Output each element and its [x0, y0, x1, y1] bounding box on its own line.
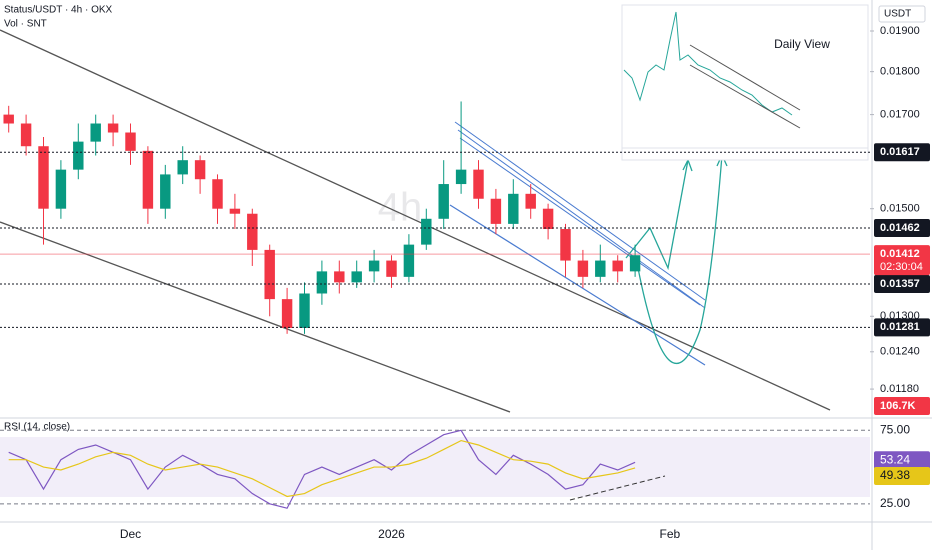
candle-body	[334, 271, 345, 283]
level-label: 0.01281	[880, 321, 920, 333]
last-price-badge	[874, 245, 930, 276]
candle-body	[508, 193, 519, 224]
candle-body	[247, 213, 258, 250]
y-tick-label: 0.01500	[880, 203, 920, 215]
volume-title: Vol · SNT	[4, 19, 47, 30]
x-tick-label: Feb	[660, 527, 681, 541]
candle-body	[177, 160, 188, 175]
inset-frame	[621, 4, 869, 161]
candle-body	[368, 260, 380, 272]
y-tick-label: 75.00	[880, 422, 910, 436]
countdown: 02:30:04	[880, 261, 923, 273]
value-label: 53.24	[880, 452, 910, 466]
candle-body	[73, 141, 84, 170]
last-price-label: 0.01412	[880, 248, 920, 260]
y-tick-label: 0.01700	[880, 109, 920, 121]
candle-body	[595, 260, 606, 277]
level-label: 0.01462	[880, 222, 920, 234]
candle-body	[351, 271, 362, 283]
candle-body	[629, 255, 641, 272]
rsi-trendline	[569, 475, 666, 501]
y-tick-label: 25.00	[880, 496, 910, 510]
rsi-line	[8, 439, 636, 498]
value-badge	[874, 466, 930, 485]
inset-title: Daily View	[774, 37, 830, 51]
candle-body	[438, 184, 449, 219]
level-badge	[874, 318, 930, 337]
candle-body	[525, 193, 536, 209]
blue-channel	[454, 121, 706, 301]
inset-price	[623, 11, 793, 116]
y-tick-label: 0.01180	[880, 383, 919, 395]
candle-body	[55, 169, 67, 209]
candle-body	[20, 123, 32, 147]
candle-body	[107, 123, 119, 133]
candle-body	[194, 160, 206, 180]
inset-channel	[689, 44, 801, 111]
candle-body	[403, 244, 415, 277]
candle-body	[38, 146, 49, 209]
value-label: 49.38	[880, 468, 910, 482]
candle-body	[160, 174, 171, 209]
candle-body	[421, 218, 432, 245]
x-tick-label: Dec	[120, 527, 141, 541]
candle-body	[386, 260, 397, 277]
level-badge	[874, 275, 930, 294]
blue-channel	[459, 137, 701, 306]
rsi-band	[0, 437, 870, 497]
level-label: 0.01357	[880, 278, 920, 290]
candle-body	[473, 169, 484, 199]
candle-body	[229, 208, 241, 214]
currency: USDT	[884, 9, 911, 20]
y-tick-label: 0.01800	[880, 66, 920, 78]
candle-body	[142, 150, 154, 209]
level-badge	[874, 218, 930, 237]
candle-body	[212, 179, 223, 209]
level-badge	[874, 143, 930, 162]
candle-body	[577, 260, 589, 277]
candle-body	[316, 271, 328, 294]
projection-arrow	[637, 154, 723, 364]
currency-box	[878, 5, 926, 23]
candle-body	[542, 208, 554, 230]
watermark: 4h	[378, 186, 423, 230]
y-tick-label: 0.01900	[880, 25, 920, 37]
candle-body	[560, 229, 571, 261]
blue-channel	[457, 129, 706, 309]
candle-body	[264, 249, 275, 300]
level-label: 0.01617	[880, 146, 920, 158]
drawings	[0, 29, 831, 501]
chart-title: Status/USDT · 4h · OKX	[4, 5, 113, 16]
candle-body	[90, 123, 101, 142]
candle-body	[3, 114, 14, 124]
candle-body	[490, 198, 502, 224]
projection-arrow	[625, 159, 689, 271]
value-badge	[874, 451, 930, 470]
y-tick-label: 0.01240	[880, 346, 920, 358]
volume-label: 106.7K	[880, 400, 916, 412]
candle-body	[612, 260, 623, 272]
candle-body	[125, 132, 136, 151]
candle-body	[299, 293, 310, 328]
inset: Daily View	[621, 4, 869, 161]
candle-body	[281, 299, 293, 328]
x-tick-label: 2026	[378, 527, 405, 541]
rsi-title: RSI (14, close)	[4, 422, 70, 433]
volume-badge	[874, 397, 930, 415]
blue-support	[449, 204, 706, 366]
inset-channel	[689, 64, 801, 129]
candle-body	[455, 169, 467, 185]
channel-upper	[0, 29, 831, 411]
